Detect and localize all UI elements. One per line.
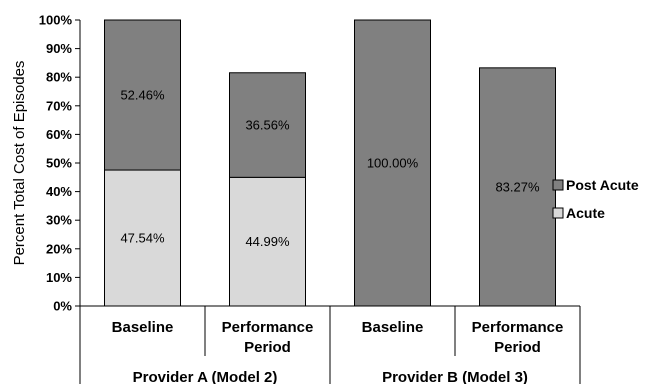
data-label: 52.46% — [120, 88, 165, 103]
legend-label: Post Acute — [566, 177, 639, 193]
bar-post-acute — [479, 67, 556, 307]
category-label: Baseline — [112, 319, 174, 336]
y-tick-label: 0% — [53, 299, 72, 314]
y-tick-label: 70% — [46, 98, 72, 113]
data-label: 36.56% — [245, 118, 290, 133]
y-tick-label: 30% — [46, 213, 72, 228]
legend-label: Acute — [566, 205, 605, 221]
bar-acute — [229, 176, 306, 307]
bar-post-acute — [354, 19, 431, 307]
y-tick-label: 100% — [39, 13, 73, 28]
data-label: 44.99% — [245, 234, 290, 249]
bar-acute — [104, 169, 181, 307]
category-label: Baseline — [362, 319, 424, 336]
category-label: Performance Period — [472, 319, 564, 356]
legend-swatch — [552, 207, 564, 219]
bar-post-acute — [104, 19, 181, 171]
y-tick-label: 60% — [46, 127, 72, 142]
legend-swatch — [552, 179, 564, 191]
y-tick-label: 90% — [46, 41, 72, 56]
y-tick-label: 20% — [46, 241, 72, 256]
y-axis-title: Percent Total Cost of Episodes — [11, 61, 28, 266]
y-tick-label: 40% — [46, 184, 72, 199]
y-tick-label: 10% — [46, 270, 72, 285]
data-label: 47.54% — [120, 231, 165, 246]
category-label: Performance Period — [222, 319, 314, 356]
data-label: 83.27% — [495, 179, 540, 194]
group-label: Provider A (Model 2) — [133, 369, 278, 384]
bar-post-acute — [229, 72, 306, 178]
y-tick-label: 50% — [46, 156, 72, 171]
plot-area: 0% 10% 20% 30% 40% 50% 60% 70% 80% 90% 100% 47.54% 5… — [39, 13, 639, 384]
data-label: 100.00% — [367, 156, 419, 171]
y-tick-label: 80% — [46, 70, 72, 85]
group-label: Provider B (Model 3) — [382, 369, 528, 384]
